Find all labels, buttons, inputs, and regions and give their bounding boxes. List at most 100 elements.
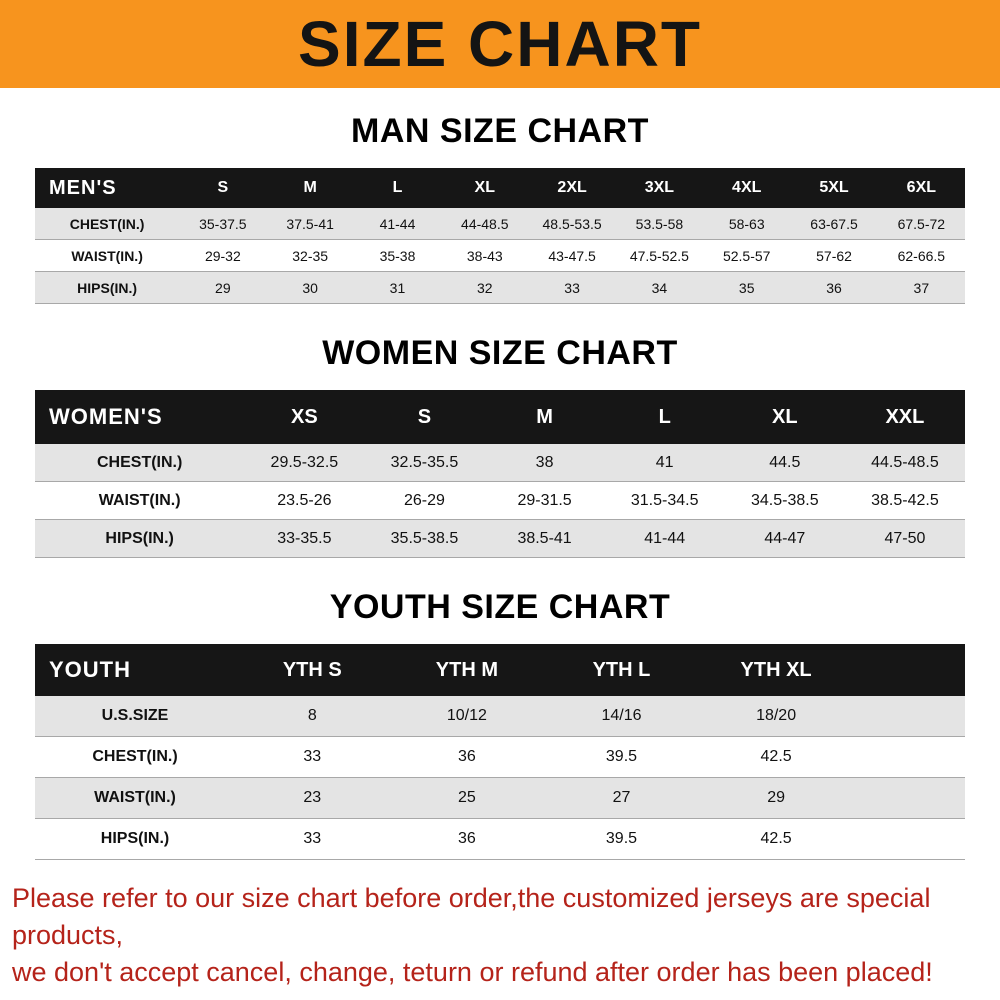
table-row: CHEST(IN.) 29.5-32.5 32.5-35.5 38 41 44.5 44.5… (35, 444, 965, 482)
column-header-cell: 5XL (790, 168, 878, 208)
value-cell: 62-66.5 (877, 239, 965, 272)
value-cell: 42.5 (698, 736, 854, 778)
table-title-cell: MEN'S (35, 168, 180, 208)
table-row: WAIST(IN.) 23.5-26 26-29 29-31.5 31.5-34.5 34… (35, 481, 965, 520)
table-row: CHEST(IN.) 35-37.5 37.5-41 41-44 44-48.5 48.5… (35, 208, 965, 240)
value-cell: 41 (604, 444, 725, 482)
value-cell: 53.5-58 (615, 208, 704, 240)
value-cell: 63-67.5 (790, 208, 878, 240)
value-cell: 67.5-72 (877, 208, 965, 240)
table-row: U.S.SIZE 8 10/12 14/16 18/20 (35, 696, 965, 737)
table-row: HIPS(IN.) 33 36 39.5 42.5 (35, 818, 965, 860)
notice-line-1: Please refer to our size chart before or… (12, 883, 931, 950)
row-label-cell: CHEST(IN.) (35, 444, 245, 482)
notice-line-2: we don't accept cancel, change, teturn o… (12, 957, 933, 987)
table-row: HIPS(IN.) 29 30 31 32 33 34 35 36 37 (35, 271, 965, 304)
value-cell: 36 (790, 271, 878, 304)
table-row: WAIST(IN.) 23 25 27 29 (35, 777, 965, 819)
women-size-table: WOMEN'S XS S M L XL XXL CHEST(IN.) 29.5-32.5 32.5… (35, 390, 965, 558)
youth-section-heading: YOUTH SIZE CHART (329, 588, 671, 626)
value-cell: 34 (615, 271, 704, 304)
value-cell: 29.5-32.5 (244, 444, 365, 482)
value-cell: 33 (235, 818, 390, 860)
value-cell: 23.5-26 (244, 481, 365, 520)
value-cell: 42.5 (698, 818, 854, 860)
value-cell: 23 (235, 777, 390, 819)
value-cell: 39.5 (544, 736, 699, 778)
spacer-cell (853, 777, 965, 819)
value-cell: 32 (441, 271, 529, 304)
table-row: HIPS(IN.) 33-35.5 35.5-38.5 38.5-41 41-44 44-… (35, 519, 965, 558)
value-cell: 31.5-34.5 (604, 481, 725, 520)
row-label-cell: CHEST(IN.) (35, 736, 235, 778)
value-cell: 31 (353, 271, 442, 304)
page-title: SIZE CHART (298, 8, 702, 80)
row-label-cell: WAIST(IN.) (35, 239, 180, 272)
value-cell: 29-32 (179, 239, 267, 272)
value-cell: 35 (703, 271, 791, 304)
value-cell: 38.5-42.5 (844, 481, 965, 520)
value-cell: 10/12 (389, 696, 545, 737)
men-table: MEN'S S M L XL 2XL 3XL 4XL 5XL 6XL CHEST(IN.) 35-37… (35, 168, 965, 304)
value-cell: 48.5-53.5 (528, 208, 616, 240)
value-cell: 37.5-41 (266, 208, 354, 240)
column-header-cell: 4XL (703, 168, 791, 208)
value-cell: 29-31.5 (484, 481, 605, 520)
youth-table: YOUTH YTH S YTH M YTH L YTH XL U.S.SIZE 8 10/12… (35, 644, 965, 860)
value-cell: 33-35.5 (244, 519, 365, 558)
banner: SIZE CHART (0, 0, 1000, 88)
row-label-cell: HIPS(IN.) (35, 818, 235, 860)
value-cell: 29 (179, 271, 267, 304)
value-cell: 33 (528, 271, 616, 304)
table-row: WAIST(IN.) 29-32 32-35 35-38 38-43 43-47.5 47.… (35, 239, 965, 272)
men-section: MAN SIZE CHART MEN'S S M L XL 2XL 3XL 4XL 5XL 6XL… (0, 112, 1000, 304)
value-cell: 25 (389, 777, 545, 819)
row-label-cell: WAIST(IN.) (35, 777, 235, 819)
column-header-cell: XL (441, 168, 529, 208)
value-cell: 34.5-38.5 (724, 481, 845, 520)
value-cell: 32.5-35.5 (364, 444, 485, 482)
men-size-table: MEN'S S M L XL 2XL 3XL 4XL 5XL 6XL CHEST(IN.) 35-37… (35, 168, 965, 304)
column-header-cell: L (353, 168, 442, 208)
value-cell: 35-38 (353, 239, 442, 272)
women-table: WOMEN'S XS S M L XL XXL CHEST(IN.) 29.5-32.5 32.5… (35, 390, 965, 558)
value-cell: 38-43 (441, 239, 529, 272)
value-cell: 30 (266, 271, 354, 304)
value-cell: 41-44 (604, 519, 725, 558)
value-cell: 41-44 (353, 208, 442, 240)
value-cell: 44-47 (724, 519, 845, 558)
youth-section: YOUTH SIZE CHART YOUTH YTH S YTH M YTH L YTH… (0, 588, 1000, 860)
spacer-cell (853, 644, 965, 696)
value-cell: 27 (544, 777, 699, 819)
column-header-cell: 6XL (877, 168, 965, 208)
column-header-cell: YTH XL (698, 644, 854, 696)
value-cell: 57-62 (790, 239, 878, 272)
column-header-cell: S (179, 168, 267, 208)
value-cell: 35-37.5 (179, 208, 267, 240)
column-header-cell: M (484, 390, 605, 444)
value-cell: 32-35 (266, 239, 354, 272)
value-cell: 26-29 (364, 481, 485, 520)
value-cell: 58-63 (703, 208, 791, 240)
value-cell: 47.5-52.5 (615, 239, 704, 272)
column-header-cell: L (604, 390, 725, 444)
spacer-cell (853, 736, 965, 778)
spacer-cell (853, 696, 965, 737)
table-title-cell: YOUTH (35, 644, 235, 696)
value-cell: 14/16 (544, 696, 699, 737)
header-row: YOUTH YTH S YTH M YTH L YTH XL (35, 644, 965, 696)
column-header-cell: XXL (844, 390, 965, 444)
value-cell: 38.5-41 (484, 519, 605, 558)
table-row: CHEST(IN.) 33 36 39.5 42.5 (35, 736, 965, 778)
row-label-cell: HIPS(IN.) (35, 519, 245, 558)
column-header-cell: M (266, 168, 354, 208)
column-header-cell: 3XL (615, 168, 704, 208)
column-header-cell: XL (724, 390, 845, 444)
value-cell: 35.5-38.5 (364, 519, 485, 558)
value-cell: 47-50 (844, 519, 965, 558)
value-cell: 44-48.5 (441, 208, 529, 240)
men-section-heading: MAN SIZE CHART (351, 112, 649, 150)
row-label-cell: WAIST(IN.) (35, 481, 245, 520)
value-cell: 18/20 (698, 696, 854, 737)
